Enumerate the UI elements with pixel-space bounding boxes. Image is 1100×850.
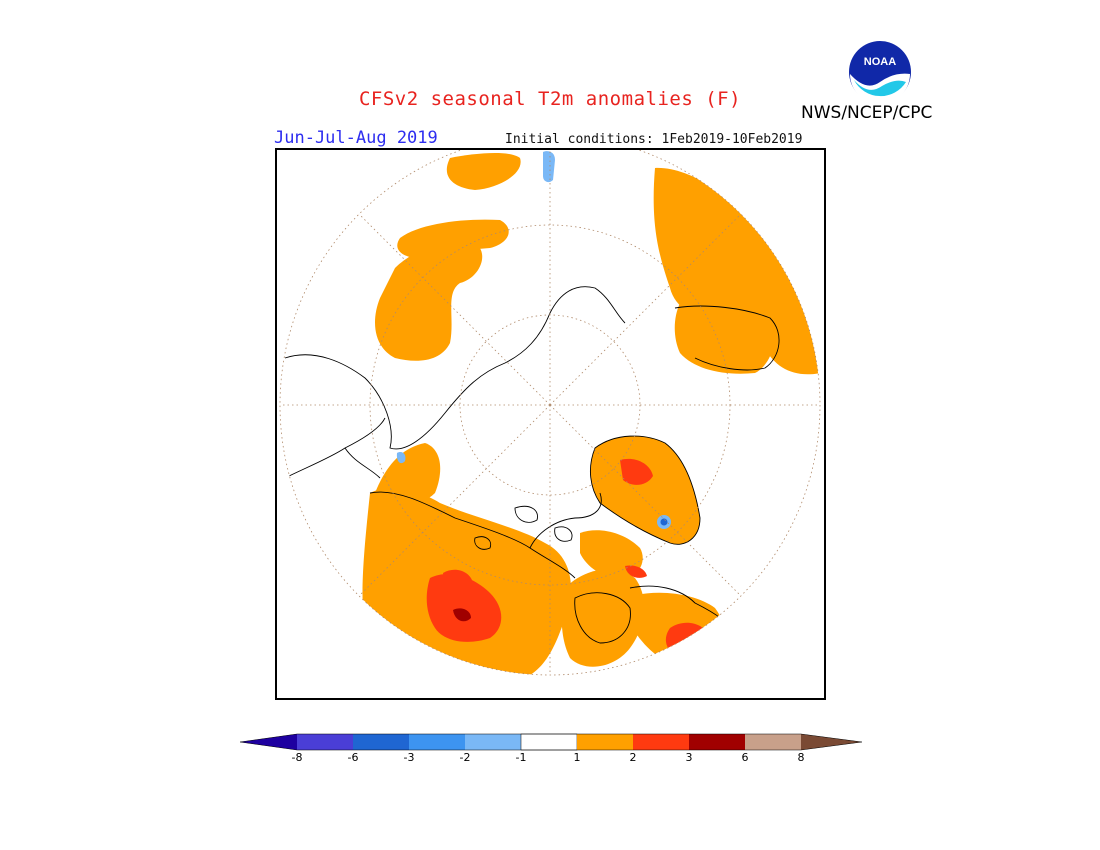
anomaly-region-greenland <box>590 436 700 545</box>
anomaly-core-extreme <box>453 608 471 622</box>
anomaly-cool-arctic <box>543 151 555 183</box>
legend-tick-label: 3 <box>685 751 693 764</box>
coastline-islands <box>474 505 573 550</box>
legend-swatch-2-to-3 <box>633 734 689 750</box>
anomaly-shading <box>362 151 820 675</box>
anomaly-region-west-siberia <box>375 241 483 361</box>
anomaly-region-alaska <box>375 443 441 505</box>
coastline-north-america <box>369 491 602 579</box>
legend-swatch-minus-2-to-minus-1 <box>465 734 521 750</box>
map-title: CFSv2 seasonal T2m anomalies (F) <box>358 88 742 110</box>
latitude-circle-outer <box>279 148 821 676</box>
anomaly-core-canada-north <box>443 569 473 595</box>
color-legend <box>240 733 862 751</box>
anomaly-core-baffin <box>625 565 647 578</box>
anomaly-cool-greenland-core <box>660 518 668 526</box>
coastline-eurasia <box>284 286 626 450</box>
coastline-greenland <box>589 435 701 545</box>
legend-swatch-minus-6-to-minus-3 <box>353 734 409 750</box>
legend-tick-label: 8 <box>797 751 805 764</box>
logo-text: NOAA <box>864 56 896 68</box>
legend-tick-label: -8 <box>291 751 303 764</box>
anomaly-cool-scandinavia <box>396 451 406 464</box>
legend-swatch-6-to-8 <box>745 734 801 750</box>
legend-swatch-minus-3-to-minus-2 <box>409 734 465 750</box>
polar-map <box>275 148 826 700</box>
anomaly-core-greenland <box>620 458 653 485</box>
meridians <box>280 148 820 675</box>
initial-conditions-label: Initial conditions: 1Feb2019-10Feb2019 <box>505 132 803 147</box>
coastline-europe <box>284 417 386 479</box>
anomaly-region-north-russia <box>446 153 521 190</box>
agency-label: NWS/NCEP/CPC <box>801 103 933 123</box>
legend-tick-label: 2 <box>629 751 637 764</box>
legend-tick-label: 6 <box>741 751 749 764</box>
anomaly-region-hudson <box>561 569 645 667</box>
legend-tick-label: 1 <box>573 751 581 764</box>
legend-swatch-3-to-6 <box>689 734 745 750</box>
legend-swatch-minus-1-to-1 <box>520 733 578 751</box>
coastline-hudson-bay <box>574 592 631 644</box>
legend-swatch-minus-8-to-minus-6 <box>297 734 353 750</box>
legend-tick-label: -1 <box>515 751 527 764</box>
legend-tick-label: -3 <box>403 751 415 764</box>
legend-tick-label: -2 <box>459 751 471 764</box>
anomaly-region-east-siberia <box>653 167 820 375</box>
anomaly-core-canada <box>426 573 502 642</box>
coastline-alaska-east <box>674 305 780 371</box>
noaa-logo: NOAA <box>849 41 911 104</box>
anomaly-region-alaska-rim <box>674 301 775 374</box>
coastlines <box>284 286 780 644</box>
season-label: Jun-Jul-Aug 2019 <box>274 128 438 148</box>
legend-tick-label: -6 <box>347 751 359 764</box>
anomaly-region-scandinavia <box>397 219 509 258</box>
legend-swatch-below-minus-8 <box>240 734 297 750</box>
legend-swatch-above-8 <box>801 734 862 750</box>
map-frame <box>275 148 826 700</box>
legend-swatch-1-to-2 <box>577 734 633 750</box>
